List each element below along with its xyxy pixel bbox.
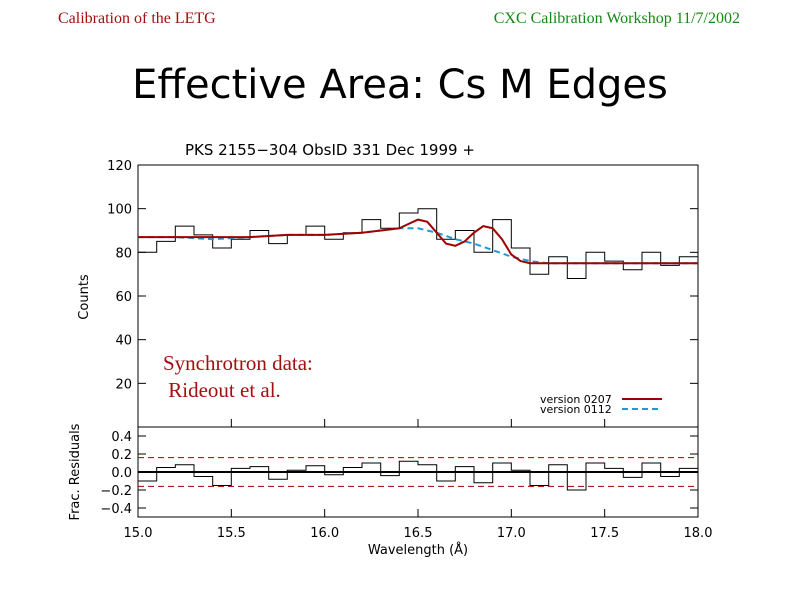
x-tick-label: 16.5 xyxy=(404,526,433,541)
residual-y-tick-label: −0.4 xyxy=(100,502,132,517)
residual-y-ticks: −0.4 −0.2 0.0 0.2 0.4 xyxy=(100,430,698,517)
annotation-line-2: Rideout et al. xyxy=(163,378,281,402)
series-version-0112-line xyxy=(138,227,698,265)
residual-series xyxy=(138,457,699,491)
legend-label-version-0207: version 0207 xyxy=(540,393,612,406)
x-ticks: 15.0 15.5 16.0 16.5 17.0 17.5 18.0 xyxy=(124,419,713,541)
residual-y-tick-label: 0.0 xyxy=(111,466,132,481)
residual-y-tick-label: 0.4 xyxy=(111,430,132,445)
header-right: CXC Calibration Workshop 11/7/2002 xyxy=(493,10,740,27)
main-y-tick-label: 40 xyxy=(115,334,132,349)
series-residuals-histogram xyxy=(138,460,699,491)
main-y-ticks: 20 40 60 80 100 120 xyxy=(107,159,698,392)
main-y-tick-label: 60 xyxy=(115,290,132,305)
main-series xyxy=(138,208,699,279)
main-y-tick-label: 100 xyxy=(107,203,132,218)
chart-title: PKS 2155−304 ObsID 331 Dec 1999 + xyxy=(185,141,475,159)
residual-y-label: Frac. Residuals xyxy=(68,423,83,520)
series-version-0207-line xyxy=(138,218,698,265)
x-tick-label: 17.0 xyxy=(497,526,526,541)
x-tick-label: 18.0 xyxy=(684,526,713,541)
slide-title: Effective Area: Cs M Edges xyxy=(132,62,668,108)
residual-y-tick-label: 0.2 xyxy=(111,448,132,463)
legend-label-version-0112: version 0112 xyxy=(540,403,612,416)
header-left: Calibration of the LETG xyxy=(58,10,216,27)
x-axis-label: Wavelength (Å) xyxy=(368,542,468,558)
residual-y-tick-label: −0.2 xyxy=(100,484,132,499)
x-tick-label: 15.5 xyxy=(217,526,246,541)
x-tick-label: 17.5 xyxy=(590,526,619,541)
main-y-tick-label: 20 xyxy=(115,377,132,392)
main-y-label: Counts xyxy=(77,274,92,320)
main-y-tick-label: 120 xyxy=(107,159,132,174)
x-tick-label: 16.0 xyxy=(310,526,339,541)
main-y-tick-label: 80 xyxy=(115,246,132,261)
annotation-line-1: Synchrotron data: xyxy=(163,351,313,375)
series-data-histogram xyxy=(138,208,699,279)
x-tick-label: 15.0 xyxy=(124,526,153,541)
